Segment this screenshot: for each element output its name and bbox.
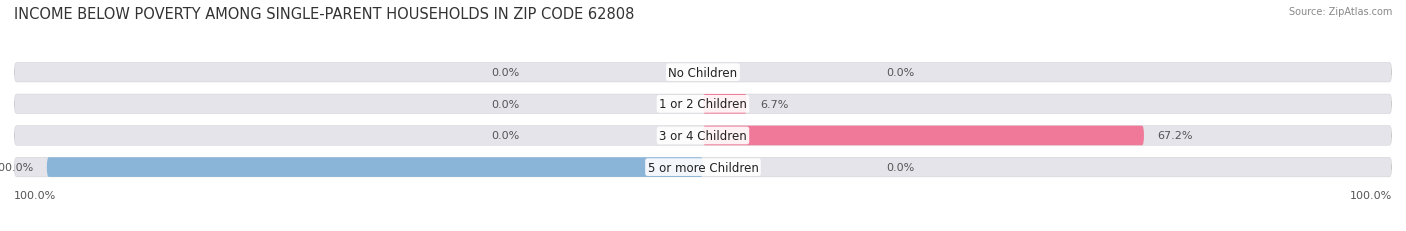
- Text: 0.0%: 0.0%: [491, 68, 519, 78]
- FancyBboxPatch shape: [703, 95, 747, 114]
- Text: 5 or more Children: 5 or more Children: [648, 161, 758, 174]
- FancyBboxPatch shape: [14, 63, 1392, 83]
- Text: 100.0%: 100.0%: [14, 190, 56, 200]
- Text: 0.0%: 0.0%: [491, 99, 519, 109]
- Text: No Children: No Children: [668, 66, 738, 79]
- Text: Source: ZipAtlas.com: Source: ZipAtlas.com: [1288, 7, 1392, 17]
- FancyBboxPatch shape: [14, 95, 1392, 114]
- Text: INCOME BELOW POVERTY AMONG SINGLE-PARENT HOUSEHOLDS IN ZIP CODE 62808: INCOME BELOW POVERTY AMONG SINGLE-PARENT…: [14, 7, 634, 22]
- FancyBboxPatch shape: [703, 126, 1144, 146]
- FancyBboxPatch shape: [14, 126, 1392, 146]
- Text: 3 or 4 Children: 3 or 4 Children: [659, 129, 747, 142]
- Text: 6.7%: 6.7%: [761, 99, 789, 109]
- Text: 0.0%: 0.0%: [887, 68, 915, 78]
- Text: 1 or 2 Children: 1 or 2 Children: [659, 98, 747, 111]
- FancyBboxPatch shape: [46, 158, 703, 177]
- Text: 100.0%: 100.0%: [0, 162, 34, 172]
- Text: 0.0%: 0.0%: [491, 131, 519, 141]
- Text: 0.0%: 0.0%: [887, 162, 915, 172]
- FancyBboxPatch shape: [14, 158, 1392, 177]
- Text: 100.0%: 100.0%: [1350, 190, 1392, 200]
- Text: 67.2%: 67.2%: [1157, 131, 1192, 141]
